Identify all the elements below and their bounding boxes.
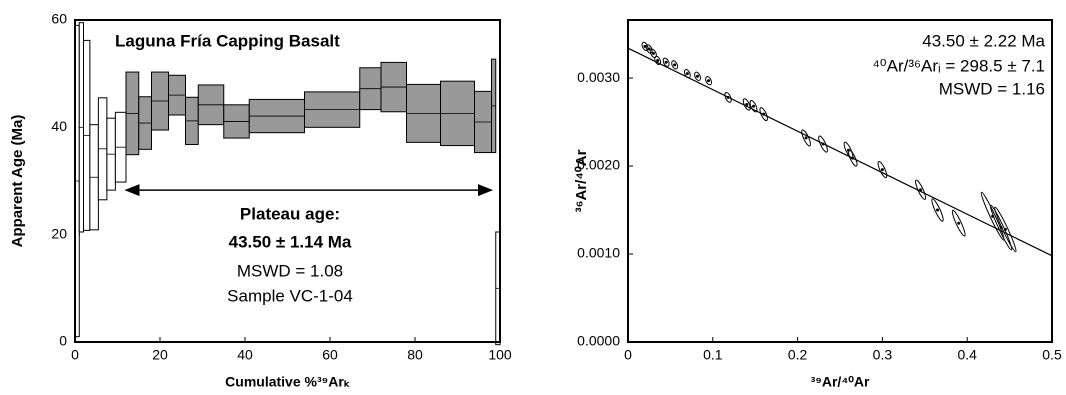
chart-title: Laguna Fría Capping Basalt [115, 31, 340, 50]
data-point [762, 112, 766, 116]
data-point [957, 221, 961, 225]
error-ellipse [705, 76, 712, 86]
data-point [880, 168, 884, 172]
data-point [685, 72, 689, 76]
error-ellipse [683, 69, 691, 79]
y-tick-label: 0.0030 [577, 69, 620, 85]
data-point [919, 188, 923, 192]
error-ellipse [801, 129, 811, 147]
x-tick-label: 20 [152, 347, 168, 363]
x-tick-label: 0 [71, 347, 79, 363]
data-point [647, 47, 651, 51]
data-point [707, 79, 711, 83]
error-ellipse [818, 135, 828, 153]
annotation: 43.50 ± 2.22 Ma [922, 31, 1045, 50]
x-tick-label: 0.3 [873, 347, 893, 363]
data-point [696, 74, 700, 78]
x-tick-label: 80 [407, 347, 423, 363]
data-point [851, 156, 855, 160]
data-point [1003, 227, 1007, 231]
annotation: MSWD = 1.08 [237, 261, 343, 280]
plot-frame [74, 19, 501, 343]
x-tick-label: 100 [488, 347, 512, 363]
annotation: Plateau age: [240, 204, 340, 223]
fit-line [627, 47, 1053, 257]
error-ellipse [654, 55, 662, 66]
annotation: MSWD = 1.16 [939, 79, 1045, 98]
x-tick-label: 0.2 [788, 347, 808, 363]
y-tick-label: 60 [51, 11, 67, 27]
error-ellipse [847, 149, 858, 167]
y-axis-label: Apparent Age (Ma) [9, 115, 26, 248]
y-tick-label: 20 [51, 225, 67, 241]
annotation: Sample VC-1-04 [227, 286, 353, 305]
error-ellipse [989, 204, 1013, 251]
x-tick-label: 40 [237, 347, 253, 363]
error-ellipse [749, 100, 758, 113]
y-axis-label: ³⁶Ar/⁴⁰Ar [573, 149, 590, 212]
y-tick-label: 0 [59, 333, 67, 349]
x-tick-label: 0.5 [1042, 347, 1062, 363]
error-ellipse [980, 191, 1005, 241]
error-ellipse [931, 198, 944, 222]
data-point [752, 104, 756, 108]
annotation: ⁴⁰Ar/³⁶Arᵢ = 298.5 ± 7.1 [873, 56, 1046, 75]
plot-frame [627, 19, 1053, 343]
data-point [936, 208, 940, 212]
x-tick-label: 0.4 [957, 347, 977, 363]
x-tick-label: 0.1 [703, 347, 723, 363]
error-ellipse [877, 161, 888, 179]
data-point [651, 51, 655, 55]
data-point [673, 63, 677, 67]
data-point [656, 58, 660, 62]
error-ellipse [759, 107, 768, 122]
y-tick-label: 0.0020 [577, 157, 620, 173]
y-tick-label: 40 [51, 118, 67, 134]
data-point [745, 102, 749, 106]
error-ellipse [694, 71, 701, 81]
error-ellipse [724, 92, 732, 103]
data-point [726, 95, 730, 99]
error-ellipse [662, 57, 670, 67]
annotation: 43.50 ± 1.14 Ma [229, 232, 352, 251]
data-point [664, 60, 668, 64]
data-point [821, 142, 825, 146]
error-ellipse [994, 206, 1017, 253]
error-ellipse [915, 179, 927, 200]
x-tick-label: 0 [624, 347, 632, 363]
x-axis-label: Cumulative %³⁹Arₖ [225, 374, 350, 390]
error-ellipse [951, 209, 966, 237]
error-ellipse [742, 98, 751, 111]
error-ellipse [671, 60, 679, 70]
x-tick-label: 60 [322, 347, 338, 363]
data-point [804, 136, 808, 140]
y-tick-label: 0.0000 [577, 333, 620, 349]
x-axis-label: ³⁹Ar/⁴⁰Ar [811, 374, 870, 390]
y-tick-label: 0.0010 [577, 245, 620, 261]
